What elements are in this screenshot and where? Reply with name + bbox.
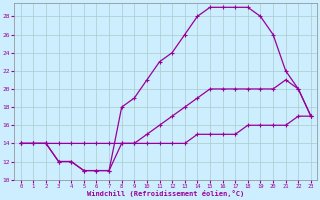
X-axis label: Windchill (Refroidissement éolien,°C): Windchill (Refroidissement éolien,°C) [87,190,244,197]
